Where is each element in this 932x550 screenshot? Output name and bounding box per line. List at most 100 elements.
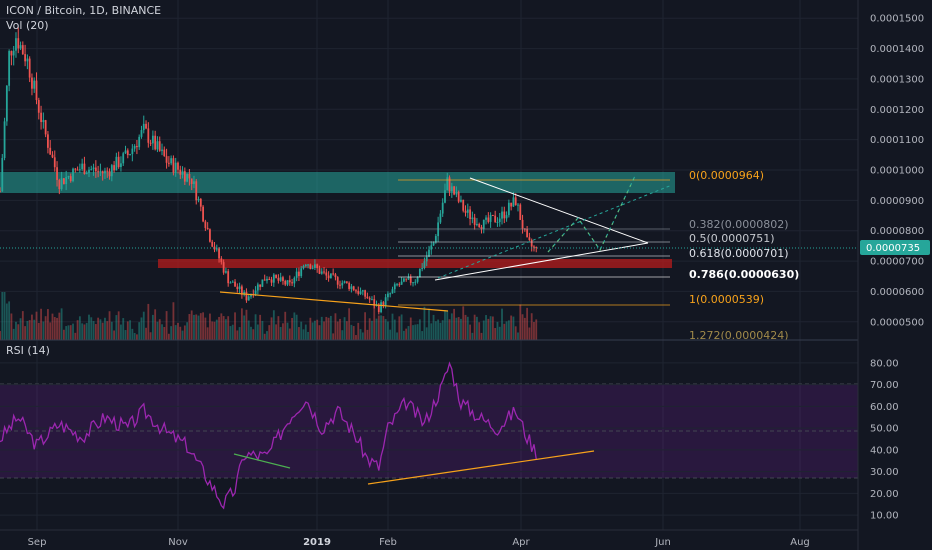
price-axis-panel[interactable] — [858, 0, 932, 550]
volume-bar — [28, 320, 31, 340]
volume-label[interactable]: Vol (20) — [6, 19, 49, 32]
volume-bar — [167, 333, 170, 340]
volume-bar — [339, 318, 341, 340]
candle-body — [99, 171, 102, 173]
volume-bar — [284, 311, 287, 340]
candle-body — [85, 172, 88, 175]
candle-body — [147, 128, 150, 143]
volume-bar — [300, 321, 303, 340]
time-label-apr: Apr — [512, 537, 530, 548]
volume-bar — [444, 310, 446, 340]
candle-body — [94, 167, 97, 172]
volume-bar — [514, 326, 517, 340]
volume-bar — [110, 321, 113, 340]
candle-body — [67, 176, 70, 178]
candle-body — [466, 209, 469, 213]
volume-bar — [464, 314, 467, 340]
volume-bar — [382, 316, 385, 340]
volume-bar — [183, 325, 186, 340]
candle-body — [247, 296, 250, 301]
candle-body — [188, 174, 191, 179]
volume-bar — [377, 315, 380, 340]
candle-body — [439, 213, 442, 223]
volume-bar — [222, 316, 225, 340]
time-axis[interactable]: Sep Nov 2019 Feb Apr Jun Aug — [28, 537, 810, 548]
candle-body — [327, 275, 330, 279]
candle-body — [533, 246, 535, 248]
candle-body — [339, 284, 341, 286]
volume-bar — [211, 321, 214, 340]
candle-body — [428, 249, 430, 257]
candle-body — [460, 199, 462, 202]
volume-bar — [494, 328, 497, 340]
volume-bar — [387, 321, 389, 340]
time-label-2019: 2019 — [303, 537, 331, 548]
candle-body — [350, 286, 353, 289]
volume-bar — [161, 324, 163, 340]
volume-bar — [416, 324, 419, 340]
candle-body — [487, 217, 490, 222]
candle-body — [163, 149, 166, 157]
candle-body — [298, 271, 300, 277]
volume-bar — [530, 313, 533, 340]
volume-bar — [521, 314, 524, 340]
candle-body — [434, 236, 437, 243]
volume-bar — [412, 325, 414, 340]
candle-body — [193, 181, 195, 185]
rsi-tick-label: 80.00 — [870, 358, 899, 369]
price-tick-label: 0.0001400 — [870, 44, 924, 55]
rsi-label[interactable]: RSI (14) — [6, 344, 50, 357]
volume-bar — [231, 324, 234, 340]
volume-bar — [215, 319, 218, 340]
volume-bar — [341, 330, 344, 340]
candle-body — [277, 277, 280, 281]
volume-bar — [42, 321, 45, 340]
volume-bar — [437, 319, 440, 340]
candle-body — [263, 279, 266, 281]
candle-body — [455, 192, 458, 195]
volume-bar — [225, 319, 227, 340]
candle-body — [398, 284, 401, 286]
volume-bar — [122, 318, 125, 340]
candle-body — [53, 157, 56, 168]
candle-body — [229, 282, 232, 284]
candle-body — [300, 268, 303, 277]
volume-bar — [40, 308, 42, 340]
volume-bar — [361, 332, 364, 340]
candle-body — [480, 227, 483, 230]
rsi-trendline — [367, 450, 595, 485]
current-price-value: 0.0000735 — [866, 243, 920, 254]
fib-label-0382: 0.382(0.0000802) — [689, 218, 789, 231]
candle-body — [108, 171, 111, 177]
rsi-divergence-line — [233, 453, 291, 469]
volume-bar — [8, 301, 11, 340]
volume-bar — [142, 311, 145, 340]
volume-bar — [124, 330, 127, 340]
volume-bar — [236, 330, 239, 340]
volume-bar — [434, 321, 437, 340]
volume-bar — [453, 308, 456, 340]
volume-bar — [332, 333, 335, 340]
support-zone — [158, 259, 672, 268]
candle-body — [49, 147, 52, 155]
candle-body — [396, 284, 398, 286]
volume-bar — [35, 311, 38, 340]
candle-body — [295, 271, 298, 278]
volume-bar — [126, 321, 129, 340]
price-tick-label: 0.0001000 — [870, 166, 924, 177]
chart-title[interactable]: ICON / Bitcoin, 1D, BINANCE — [6, 4, 161, 17]
volume-bar — [469, 324, 471, 340]
candle-body — [453, 186, 456, 195]
volume-bar — [288, 328, 291, 340]
volume-bar — [74, 332, 77, 340]
candle-body — [414, 281, 417, 283]
candle-body — [444, 190, 446, 203]
candle-body — [462, 199, 465, 211]
candle-body — [120, 163, 122, 168]
candle-body — [307, 264, 309, 266]
volume-bar — [320, 316, 323, 340]
candle-body — [0, 191, 1, 193]
volume-bar — [298, 327, 300, 340]
volume-bar — [402, 330, 405, 340]
